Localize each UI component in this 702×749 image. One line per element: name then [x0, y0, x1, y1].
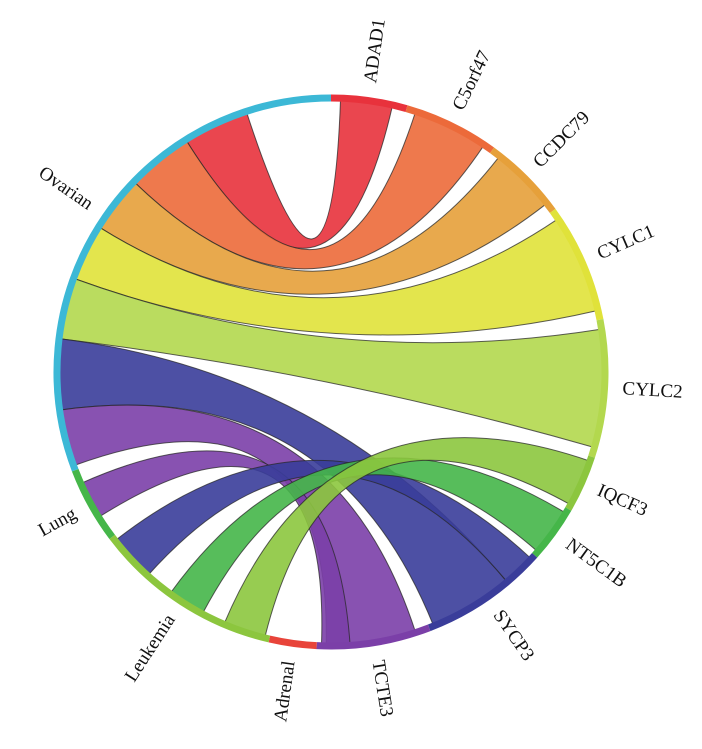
arc-ovarian [53, 94, 332, 472]
arc-tcte3 [316, 624, 431, 650]
arc-nt5c1b [532, 507, 572, 558]
chord-ribbons [57, 98, 605, 646]
label-adad1: ADAD1 [360, 17, 390, 84]
label-iqcf3: IQCF3 [594, 480, 651, 521]
arc-c5orf47 [405, 105, 495, 154]
label-c5orf47: C5orf47 [449, 48, 496, 114]
arc-lung [71, 468, 115, 540]
arc-sycp3 [427, 552, 538, 632]
label-sycp3: SYCP3 [489, 606, 539, 665]
label-leukemia: Leukemia [121, 610, 180, 686]
arc-adrenal [268, 635, 317, 650]
arc-cylc1 [549, 208, 604, 321]
label-ccdc79: CCDC79 [529, 107, 594, 172]
label-tcte3: TCTE3 [367, 659, 397, 719]
label-lung: Lung [35, 503, 81, 541]
arc-cylc2 [588, 319, 609, 458]
chord-arcs [53, 94, 609, 650]
label-adrenal: Adrenal [270, 660, 299, 724]
label-nt5c1b: NT5C1B [562, 534, 631, 592]
label-ovarian: Ovarian [35, 162, 98, 214]
arc-leukemia [109, 534, 271, 643]
label-cylc2: CYLC2 [622, 378, 683, 403]
arc-adad1 [330, 94, 408, 112]
label-cylc1: CYLC1 [594, 221, 658, 264]
arc-ccdc79 [489, 147, 556, 214]
arc-iqcf3 [565, 455, 595, 511]
